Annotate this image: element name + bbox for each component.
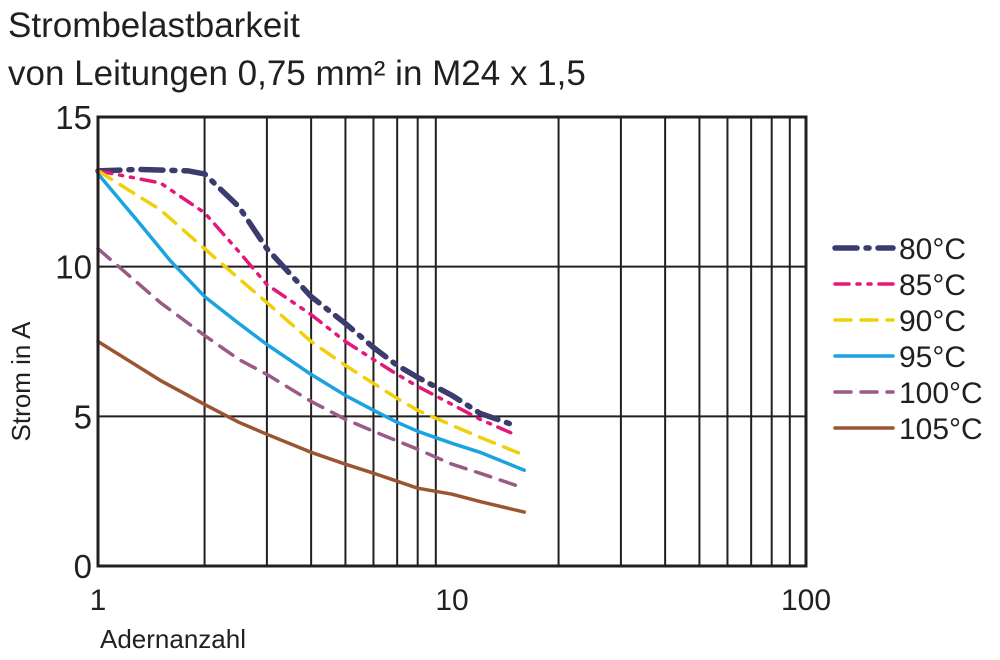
title-line-1: Strombelastbarkeit — [8, 6, 300, 45]
chart-title: Strombelastbarkeit von Leitungen 0,75 mm… — [8, 2, 586, 98]
legend-label: 85°C — [899, 269, 966, 302]
legend-label: 105°C — [899, 413, 983, 446]
y-tick-label: 5 — [74, 398, 92, 435]
legend-label: 80°C — [899, 233, 966, 266]
legend-label: 95°C — [899, 341, 966, 374]
x-axis-label: Adernanzahl — [100, 624, 246, 654]
x-tick-label: 100 — [781, 584, 831, 617]
chart-series — [95, 166, 527, 514]
series-line-90C — [96, 169, 527, 457]
series-line-80C — [95, 166, 518, 429]
y-tick-label: 10 — [55, 249, 92, 286]
legend-label: 90°C — [899, 305, 966, 338]
series-line-100C — [96, 246, 527, 490]
y-tick-label: 0 — [74, 548, 92, 585]
plot-frame — [96, 115, 808, 568]
x-tick-label: 1 — [90, 584, 107, 617]
y-axis-label: Strom in A — [6, 321, 36, 442]
x-tick-label: 10 — [435, 584, 468, 617]
series-line-85C — [96, 169, 517, 437]
series-line-105C — [96, 339, 527, 514]
legend-label: 100°C — [899, 377, 983, 410]
chart-axes: 0 5 10 15 1 10 100 Adernanzahl Strom in A — [6, 99, 831, 654]
chart-grid — [98, 116, 806, 567]
y-tick-label: 15 — [55, 99, 92, 136]
title-line-2: von Leitungen 0,75 mm² in M24 x 1,5 — [8, 54, 586, 93]
series-line-95C — [96, 172, 527, 472]
